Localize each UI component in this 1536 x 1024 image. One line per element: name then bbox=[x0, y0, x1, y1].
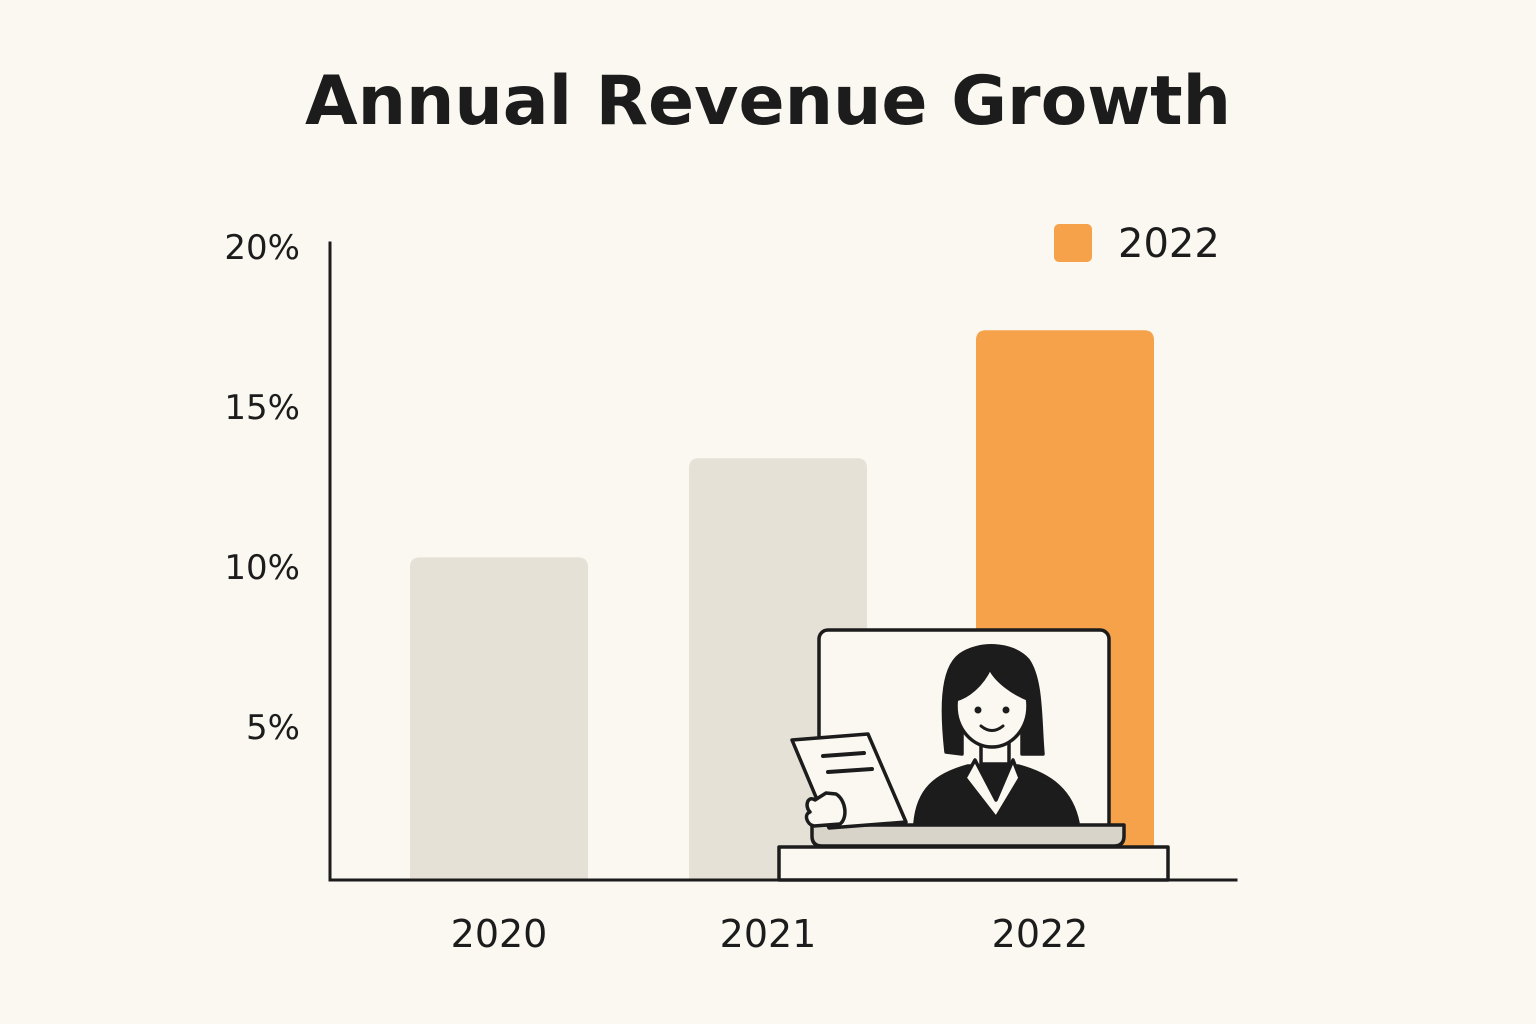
document-line bbox=[821, 751, 866, 758]
legend: 2022 bbox=[1054, 221, 1220, 267]
desk-block bbox=[777, 845, 1170, 882]
person-presenting-on-laptop-icon bbox=[777, 628, 1170, 882]
x-category-label: 2021 bbox=[720, 912, 817, 956]
bar-2020 bbox=[410, 557, 588, 880]
person-eye-right bbox=[1002, 706, 1010, 714]
person-fringe bbox=[953, 657, 1032, 702]
y-tick-label: 15% bbox=[224, 388, 300, 428]
person-eye-left bbox=[974, 706, 982, 714]
person-hand bbox=[804, 791, 847, 828]
y-tick-label: 20% bbox=[224, 228, 300, 268]
y-tick-label: 10% bbox=[224, 548, 300, 588]
document-line bbox=[826, 767, 874, 774]
legend-label: 2022 bbox=[1118, 221, 1220, 267]
y-tick-labels: 5% 10% 15% 20% bbox=[224, 228, 300, 748]
x-category-labels: 2020 2021 2022 bbox=[451, 912, 1089, 956]
legend-swatch bbox=[1054, 224, 1092, 262]
y-tick-label: 5% bbox=[246, 708, 300, 748]
laptop-base bbox=[810, 823, 1126, 848]
person-smile bbox=[979, 724, 1005, 732]
x-category-label: 2022 bbox=[992, 912, 1089, 956]
x-category-label: 2020 bbox=[451, 912, 548, 956]
shirt-collar bbox=[963, 758, 1022, 820]
chart-title: Annual Revenue Growth bbox=[304, 62, 1232, 141]
